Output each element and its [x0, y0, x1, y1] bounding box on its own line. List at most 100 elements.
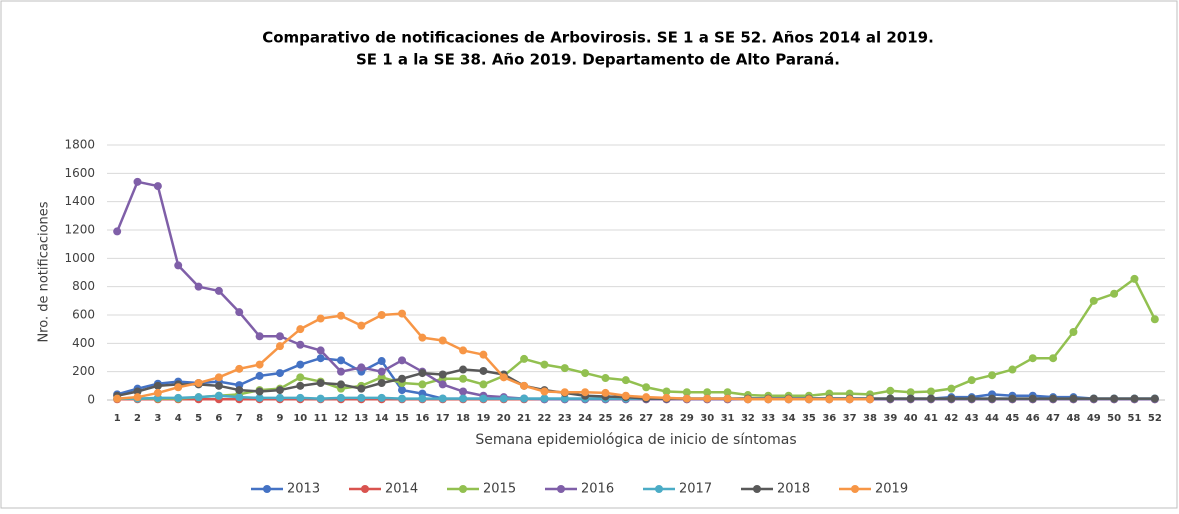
x-tick-label: 5	[195, 413, 202, 424]
x-tick-label: 30	[700, 413, 714, 424]
point	[336, 356, 345, 365]
point	[804, 395, 813, 404]
x-axis-label: Semana epidemiológica de inicio de sínto…	[475, 432, 796, 448]
point	[520, 394, 529, 403]
point	[377, 393, 386, 402]
point	[113, 394, 122, 403]
x-tick-label: 37	[843, 413, 857, 424]
y-tick-label: 400	[72, 336, 95, 350]
y-tick-label: 1400	[64, 194, 95, 208]
chart-title: Comparativo de notificaciones de Arbovir…	[262, 29, 934, 47]
y-tick-label: 200	[72, 364, 95, 378]
point	[988, 371, 997, 380]
point	[1008, 365, 1017, 374]
point	[886, 394, 895, 403]
legend-label: 2015	[483, 482, 516, 497]
point	[194, 393, 203, 402]
point	[336, 393, 345, 402]
point	[235, 364, 244, 373]
legend-marker	[361, 485, 369, 493]
point	[865, 395, 874, 404]
x-tick-label: 7	[236, 413, 243, 424]
point	[743, 395, 752, 404]
point	[377, 311, 386, 319]
point	[1110, 289, 1119, 298]
x-tick-label: 38	[863, 413, 877, 424]
x-tick-label: 17	[436, 413, 450, 424]
point	[601, 388, 610, 397]
point	[255, 332, 264, 341]
x-tick-label: 11	[314, 413, 328, 424]
point	[825, 395, 834, 404]
point	[296, 360, 305, 369]
x-tick-label: 9	[276, 413, 283, 424]
x-tick-label: 3	[154, 413, 161, 424]
x-tick-label: 50	[1107, 413, 1121, 424]
x-tick-label: 15	[395, 413, 409, 424]
y-tick-label: 1800	[64, 138, 95, 152]
point	[438, 370, 447, 379]
point	[214, 381, 223, 390]
y-tick-label: 800	[72, 279, 95, 293]
point	[336, 311, 345, 320]
point	[418, 394, 427, 403]
point	[1049, 394, 1058, 403]
point	[1028, 394, 1037, 403]
point	[377, 357, 386, 366]
point	[398, 356, 407, 365]
x-tick-label: 8	[256, 413, 263, 424]
point	[927, 387, 936, 396]
x-tick-label: 26	[619, 413, 633, 424]
point	[357, 363, 366, 372]
x-tick-label: 32	[741, 413, 755, 424]
point	[560, 388, 569, 397]
x-tick-label: 14	[375, 413, 389, 424]
point	[906, 394, 915, 403]
point	[153, 388, 162, 397]
x-tick-label: 35	[802, 413, 816, 424]
point	[682, 388, 691, 397]
point	[642, 393, 651, 402]
point	[560, 364, 569, 373]
point	[479, 394, 488, 403]
point	[642, 383, 651, 392]
point	[296, 340, 305, 349]
x-tick-label: 52	[1148, 413, 1162, 424]
point	[336, 380, 345, 389]
point	[133, 177, 142, 186]
point	[764, 395, 773, 404]
point	[927, 394, 936, 403]
point	[988, 394, 997, 403]
point	[133, 393, 142, 402]
x-tick-label: 19	[476, 413, 490, 424]
x-tick-label: 44	[985, 413, 999, 424]
x-tick-label: 2	[134, 413, 141, 424]
point	[520, 381, 529, 390]
x-tick-label: 42	[944, 413, 958, 424]
point	[336, 367, 345, 376]
x-tick-label: 43	[965, 413, 979, 424]
point	[153, 182, 162, 191]
point	[214, 373, 223, 382]
y-axis-label: Nro. de notificaciones	[37, 201, 52, 342]
x-tick-label: 13	[354, 413, 368, 424]
point	[723, 394, 732, 403]
point	[194, 282, 203, 291]
x-tick-label: 10	[293, 413, 307, 424]
point	[703, 388, 712, 397]
legend-marker	[851, 485, 859, 493]
point	[357, 393, 366, 402]
point	[886, 386, 895, 395]
point	[133, 387, 142, 396]
point	[459, 346, 468, 355]
point	[438, 394, 447, 403]
legend-label: 2019	[875, 482, 908, 497]
x-tick-label: 25	[599, 413, 613, 424]
legend-marker	[263, 485, 271, 493]
point	[316, 379, 325, 387]
point	[296, 325, 305, 334]
x-tick-label: 40	[904, 413, 918, 424]
legend-marker	[557, 485, 565, 493]
